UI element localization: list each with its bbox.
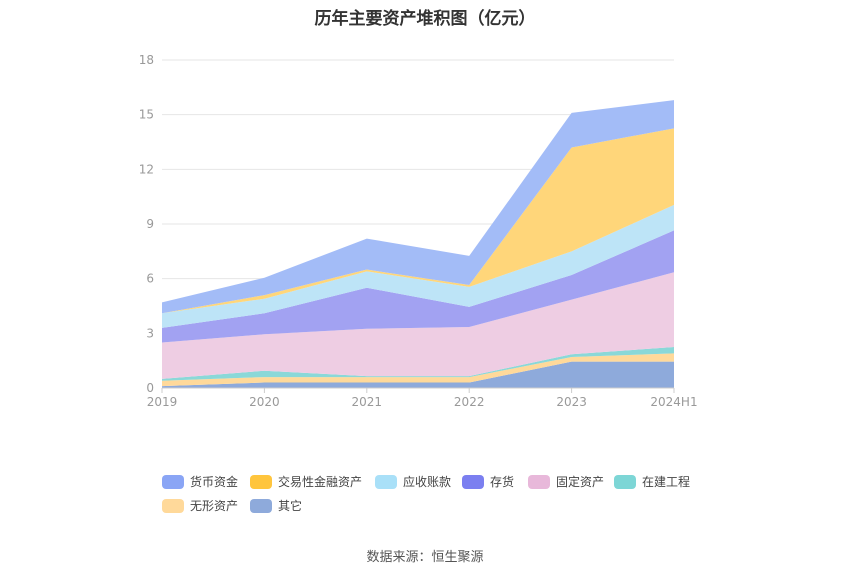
legend-label: 存货 xyxy=(490,474,514,489)
y-tick-label: 6 xyxy=(146,272,154,286)
x-tick-label: 2023 xyxy=(556,395,587,409)
legend-swatch xyxy=(375,475,397,489)
area-交易性金融资产[interactable] xyxy=(162,128,674,314)
area-无形资产[interactable] xyxy=(162,353,674,387)
x-tick-label: 2019 xyxy=(147,395,178,409)
y-tick-label: 12 xyxy=(139,162,154,176)
legend-swatch xyxy=(614,475,636,489)
legend-swatch xyxy=(162,475,184,489)
source-note: 数据来源：恒生聚源 xyxy=(366,550,484,565)
area-在建工程[interactable] xyxy=(162,347,674,381)
area-货币资金[interactable] xyxy=(162,100,674,314)
y-tick-label: 0 xyxy=(146,381,154,395)
x-tick-label: 2020 xyxy=(249,395,280,409)
area-layer xyxy=(162,100,674,388)
legend-swatch xyxy=(250,499,272,513)
y-tick-label: 15 xyxy=(139,108,154,122)
legend-item[interactable]: 在建工程 xyxy=(614,474,690,489)
y-tick-label: 3 xyxy=(146,326,154,340)
area-其它[interactable] xyxy=(162,361,674,388)
legend-item[interactable]: 无形资产 xyxy=(162,499,238,513)
axis-layer: 0 3 6 9 12 15 18 2019 2020 2021 2022 2023 2024H1 xyxy=(139,53,698,409)
legend-label: 交易性金融资产 xyxy=(278,474,362,489)
legend-label: 无形资产 xyxy=(190,499,238,513)
x-tick-label: 2021 xyxy=(352,395,383,409)
legend-item[interactable]: 存货 xyxy=(462,474,514,489)
legend-item[interactable]: 其它 xyxy=(250,498,302,513)
legend-item[interactable]: 应收账款 xyxy=(375,474,451,489)
area-存货[interactable] xyxy=(162,230,674,343)
area-应收账款[interactable] xyxy=(162,204,674,328)
x-tick-label: 2024H1 xyxy=(650,395,697,409)
y-tick-label: 9 xyxy=(146,217,154,231)
legend-label: 应收账款 xyxy=(403,474,451,489)
legend-item[interactable]: 货币资金 xyxy=(162,474,238,489)
legend-swatch xyxy=(250,475,272,489)
legend-swatch xyxy=(528,475,550,489)
legend-swatch xyxy=(162,499,184,513)
chart-title: 历年主要资产堆积图（亿元） xyxy=(314,9,536,29)
legend-swatch xyxy=(462,475,484,489)
legend-label: 货币资金 xyxy=(190,474,238,489)
x-tick-label: 2022 xyxy=(454,395,485,409)
legend-label: 固定资产 xyxy=(556,474,604,489)
legend-label: 在建工程 xyxy=(642,474,690,489)
y-tick-label: 18 xyxy=(139,53,154,67)
legend-item[interactable]: 固定资产 xyxy=(528,474,604,489)
area-固定资产[interactable] xyxy=(162,272,674,379)
legend-item[interactable]: 交易性金融资产 xyxy=(250,474,362,489)
legend-label: 其它 xyxy=(278,498,302,513)
